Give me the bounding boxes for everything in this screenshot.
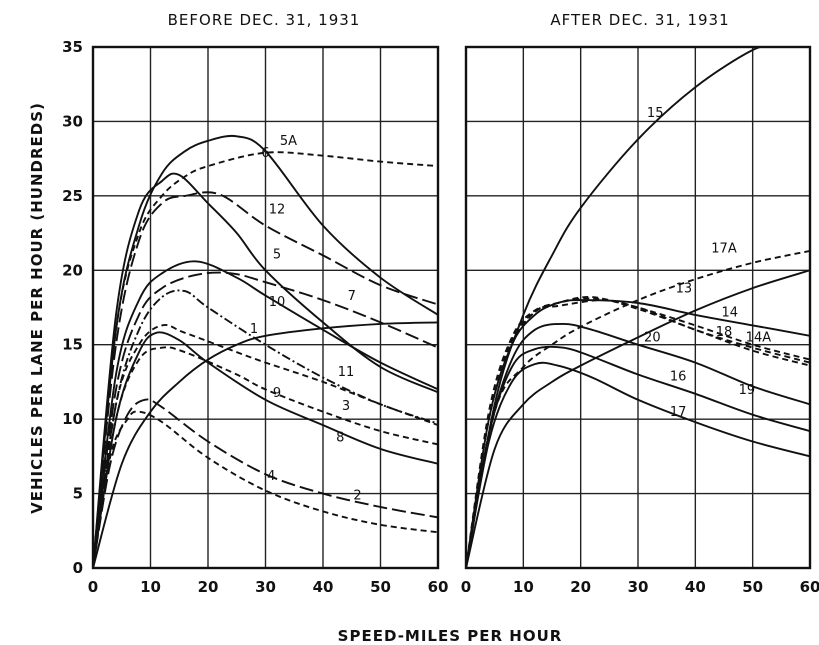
series-line-7: [93, 271, 438, 568]
x-tick-label: 50: [370, 578, 391, 596]
curve-label-13: 13: [676, 282, 693, 297]
panel-after-1931: AFTER DEC. 31, 1931 0 10 20 30 40 50 60 15 17A 13…: [461, 11, 819, 596]
series-line-11: [93, 289, 438, 568]
curve-label-15: 15: [647, 106, 664, 121]
x-tick-label: 40: [685, 578, 706, 596]
curve-label-11: 11: [338, 365, 355, 380]
series-line-14a: [466, 299, 810, 568]
panel-title-after: AFTER DEC. 31, 1931: [550, 11, 729, 29]
x-tick-label: 30: [255, 578, 276, 596]
series-line-8: [93, 331, 438, 568]
panel-before-1931: BEFORE DEC. 31, 1931 0 10 20 30 40 50 60051015…: [62, 11, 448, 596]
plot-frame: [91, 45, 440, 570]
x-tick-label: 60: [800, 578, 819, 596]
series-line-2: [93, 410, 438, 568]
x-tick-label: 40: [313, 578, 334, 596]
series-line-10: [93, 260, 438, 568]
x-tick-label: 0: [88, 578, 98, 596]
x-tick-label: 20: [198, 578, 219, 596]
curve-label-7: 7: [348, 289, 356, 304]
curve-label-14: 14: [721, 305, 738, 320]
curve-label-4: 4: [267, 469, 275, 484]
curve-label-1: 1: [250, 322, 258, 337]
curve-label-16: 16: [670, 369, 687, 384]
y-tick-label: 10: [62, 410, 83, 428]
curve-label-17: 17: [670, 405, 687, 420]
curve-label-5a: 5A: [280, 134, 297, 149]
curve-label-17a: 17A: [711, 241, 737, 256]
y-tick-label: 0: [73, 559, 83, 577]
series-line-5: [93, 172, 438, 568]
y-tick-label: 5: [73, 485, 83, 503]
x-tick-label: 10: [140, 578, 161, 596]
x-tick-label: 10: [513, 578, 534, 596]
plot-frame: [464, 45, 812, 570]
curve-label-10: 10: [269, 295, 286, 310]
y-tick-label: 35: [62, 38, 83, 56]
curve-label-19: 19: [739, 383, 756, 398]
curve-label-20: 20: [644, 331, 661, 346]
x-tick-label: 0: [461, 578, 471, 596]
series-line-17: [466, 361, 810, 568]
series-line-17a: [466, 249, 810, 568]
y-axis-label: VEHICLES PER LANE PER HOUR (HUNDREDS): [28, 102, 46, 514]
x-axis-label: SPEED-MILES PER HOUR: [338, 627, 563, 645]
series-line-6: [93, 134, 438, 568]
series-line-1: [93, 321, 438, 568]
series-line-13: [466, 269, 810, 568]
y-tick-label: 25: [62, 187, 83, 205]
series-line-4: [93, 398, 438, 568]
series-line-12: [93, 191, 438, 568]
panel-title-before: BEFORE DEC. 31, 1931: [168, 11, 361, 29]
curve-label-2: 2: [353, 489, 361, 504]
y-tick-label: 20: [62, 261, 83, 279]
curve-label-18: 18: [716, 325, 733, 340]
series-line-18: [466, 296, 810, 568]
y-tick-label: 30: [62, 112, 83, 130]
x-tick-label: 60: [428, 578, 449, 596]
series-line-16: [466, 345, 810, 568]
curve-label-9: 9: [273, 386, 281, 401]
series-line-15: [466, 47, 776, 568]
series-line-3: [93, 324, 438, 568]
x-tick-label: 30: [628, 578, 649, 596]
curve-label-8: 8: [336, 430, 344, 445]
curve-label-5: 5: [273, 247, 281, 262]
x-tick-label: 50: [742, 578, 763, 596]
curve-label-14a: 14A: [746, 331, 772, 346]
series-line-5a: [93, 151, 438, 568]
y-tick-label: 15: [62, 336, 83, 354]
curve-label-12: 12: [269, 203, 286, 218]
curve-label-6: 6: [261, 146, 269, 161]
curve-label-3: 3: [342, 399, 350, 414]
x-tick-label: 20: [570, 578, 591, 596]
